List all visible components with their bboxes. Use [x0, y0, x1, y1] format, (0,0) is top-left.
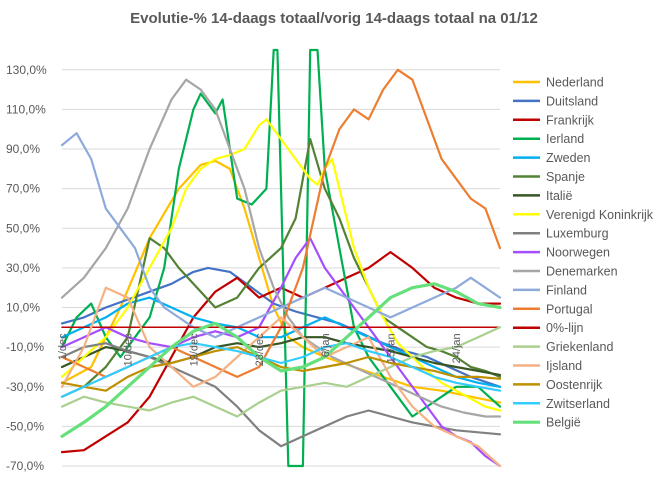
series-line [60, 326, 502, 418]
y-tick-label: -70,0% [6, 459, 44, 473]
legend: Nederland Duitsland Frankrijk Ierland Zweden… [513, 76, 654, 430]
legend-label: Zwitserland [546, 397, 610, 411]
chart-title: Evolutie-% 14-daags totaal/vorig 14-daag… [130, 10, 538, 27]
x-tick-label: 1/dec [57, 333, 69, 360]
legend-label: Italië [546, 189, 572, 203]
series-line [60, 346, 502, 392]
x-tick-label: 10/dec [123, 333, 135, 367]
y-tick-label: 50,0% [6, 221, 40, 235]
legend-label: Finland [546, 283, 587, 297]
legend-label: Oostenrijk [546, 378, 603, 392]
y-tick-label: 90,0% [6, 142, 40, 156]
series-line [60, 159, 502, 404]
y-axis-labels: -70,0% -50,0% -30,0% -10,0% 10,0% 30,0% 50,0% 7… [6, 63, 47, 473]
y-tick-label: 110,0% [6, 102, 46, 116]
legend-label: Ijsland [546, 359, 582, 373]
y-tick-label: -10,0% [6, 340, 44, 354]
series-line [60, 282, 502, 438]
legend-label: Verenigd Koninkrijk [546, 208, 654, 222]
y-tick-label: -30,0% [6, 380, 44, 394]
y-tick-label: -50,0% [6, 419, 44, 433]
legend-label: Griekenland [546, 340, 613, 354]
series-line [60, 118, 502, 412]
series-layer [60, 48, 502, 468]
x-tick-label: 24/jan [451, 333, 463, 363]
y-tick-label: 130,0% [6, 63, 47, 77]
x-tick-label: 28/dec [254, 333, 266, 367]
x-tick-label: 6/jan [320, 333, 332, 357]
legend-label: Nederland [546, 76, 604, 90]
legend-label: Duitsland [546, 94, 598, 108]
series-line [60, 237, 502, 468]
legend-label: 0%-lijn [546, 321, 584, 335]
y-tick-label: 10,0% [6, 301, 40, 315]
y-tick-label: 70,0% [6, 182, 40, 196]
legend-label: Denemarken [546, 265, 618, 279]
legend-label: Portugal [546, 302, 593, 316]
legend-label: België [546, 416, 581, 430]
series-line [60, 78, 502, 418]
x-tick-label: 19/dec [188, 333, 200, 367]
series-line [60, 342, 502, 448]
legend-label: Spanje [546, 170, 585, 184]
legend-label: Zweden [546, 151, 591, 165]
legend-label: Noorwegen [546, 246, 610, 260]
x-tick-label: 15/jan [386, 333, 398, 363]
series-line [60, 342, 502, 398]
series-line [60, 286, 502, 468]
x-axis-labels: 1/dec 10/dec 19/dec 28/dec 6/jan 15/jan 24/jan [57, 333, 463, 367]
legend-label: Frankrijk [546, 113, 595, 127]
series-line [60, 132, 502, 339]
legend-label: Ierland [546, 132, 584, 146]
legend-label: Luxemburg [546, 227, 609, 241]
y-tick-label: 30,0% [6, 261, 40, 275]
